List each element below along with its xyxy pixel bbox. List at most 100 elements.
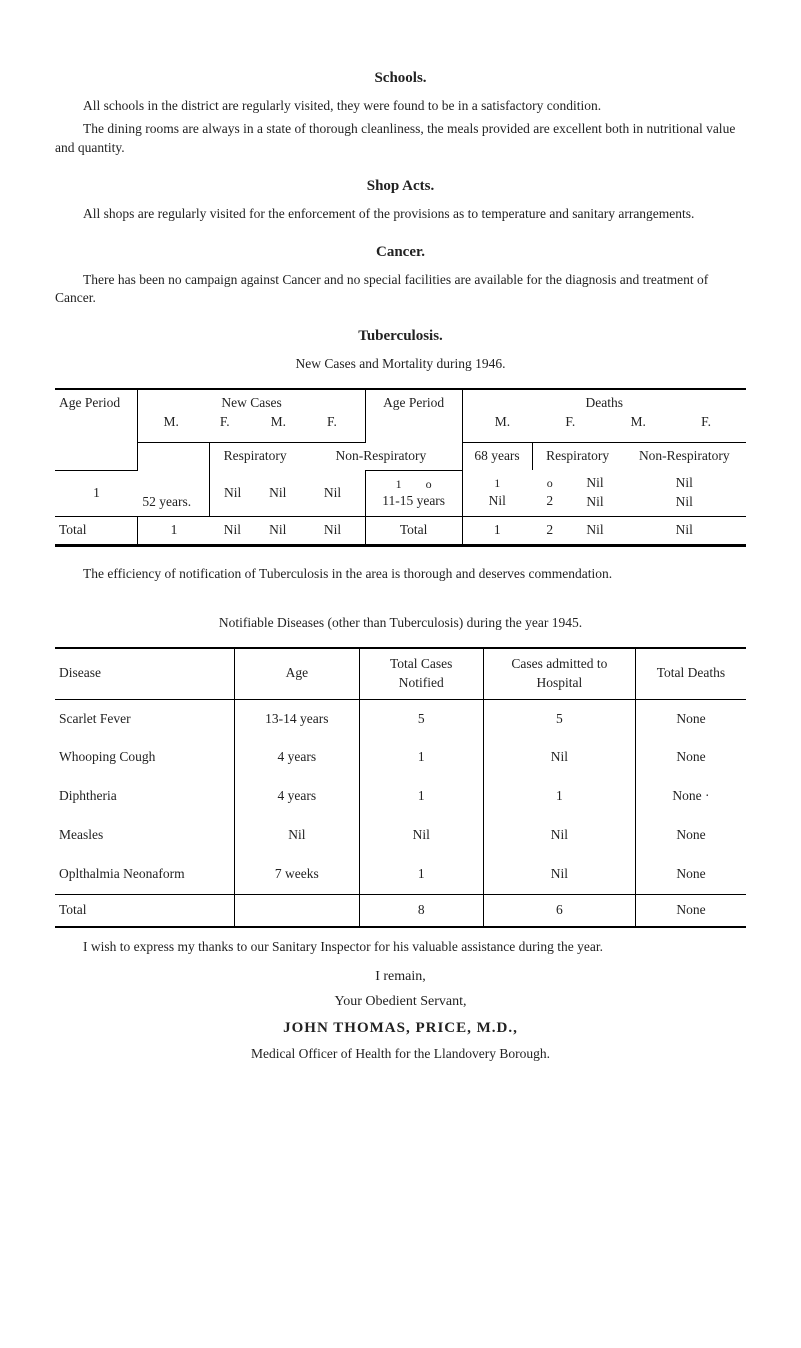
td-deaths: None bbox=[635, 738, 746, 777]
th-m3: M. bbox=[469, 413, 537, 432]
table-row: Diphtheria4 years11None · bbox=[55, 777, 746, 816]
td-total-cases: 5 bbox=[359, 699, 483, 738]
table-row: Scarlet Fever13-14 years55None bbox=[55, 699, 746, 738]
td-disease: Diphtheria bbox=[55, 777, 235, 816]
th-m2: M. bbox=[252, 413, 306, 432]
td-d-nonresp-f: Nil Nil bbox=[623, 470, 746, 516]
td-total-admitted: 6 bbox=[483, 894, 635, 926]
td-disease: Measles bbox=[55, 816, 235, 855]
closing-servant: Your Obedient Servant, bbox=[55, 992, 746, 1012]
td-total-d-nrm: Nil bbox=[567, 517, 622, 546]
td-total-deaths: None bbox=[635, 894, 746, 926]
td-total-nc-nrm: Nil bbox=[255, 517, 300, 546]
td-deaths: None bbox=[635, 855, 746, 894]
td-nc-nonresp-f: Nil bbox=[300, 470, 365, 516]
table-row: 52 years. Respiratory Non-Respiratory 68… bbox=[55, 442, 746, 470]
td-total-d-rm: 1 bbox=[462, 517, 532, 546]
td-1115-label: 11-15 years bbox=[382, 493, 445, 508]
td-deaths: None bbox=[635, 816, 746, 855]
notifiable-table: Disease Age Total Cases Notified Cases a… bbox=[55, 647, 746, 928]
td-nc-resp-m: 1 bbox=[55, 470, 138, 516]
th-deaths: Deaths M. F. M. F. bbox=[462, 389, 746, 442]
closing-signature: JOHN THOMAS, PRICE, M.D., bbox=[55, 1018, 746, 1039]
td-total-label: Total bbox=[55, 894, 235, 926]
td-total-nc-nrf: Nil bbox=[300, 517, 365, 546]
td-age: 13-14 years bbox=[235, 699, 359, 738]
td-o: o bbox=[426, 477, 432, 491]
table-row: Age Period New Cases M. F. M. F. Age Per… bbox=[55, 389, 746, 442]
td-age: Nil bbox=[235, 816, 359, 855]
td-68-years: 68 years bbox=[462, 442, 532, 470]
schools-p2: The dining rooms are always in a state o… bbox=[55, 120, 746, 158]
td-d-nonresp-m: Nil Nil bbox=[567, 470, 622, 516]
heading-schools: Schools. bbox=[55, 68, 746, 89]
td-total-nc-rm: 1 bbox=[138, 517, 210, 546]
td-empty bbox=[235, 894, 359, 926]
th-admitted: Cases admitted to Hospital bbox=[483, 648, 635, 699]
th-f2: F. bbox=[305, 413, 359, 432]
th-age: Age bbox=[235, 648, 359, 699]
th-f4: F. bbox=[672, 413, 740, 432]
heading-tb: Tuberculosis. bbox=[55, 326, 746, 347]
td-years-label: 52 years. bbox=[138, 442, 210, 516]
shop-acts-p1: All shops are regularly visited for the … bbox=[55, 205, 746, 224]
tb-note: The efficiency of notification of Tuberc… bbox=[55, 565, 746, 584]
th-m: M. bbox=[144, 413, 198, 432]
td-nonresp-label: Non-Respiratory bbox=[300, 442, 462, 470]
cancer-p1: There has been no campaign against Cance… bbox=[55, 271, 746, 309]
table-row: Total 1 Nil Nil Nil Total 1 2 Nil Nil bbox=[55, 517, 746, 546]
td-nc-nonresp-m: Nil bbox=[255, 470, 300, 516]
td-total-nc-rf: Nil bbox=[210, 517, 256, 546]
td-total-d-rf: 2 bbox=[532, 517, 567, 546]
td-total-label2: Total bbox=[365, 517, 462, 546]
td-age: 4 years bbox=[235, 738, 359, 777]
th-deaths-label: Deaths bbox=[586, 395, 624, 410]
td-1: 1 bbox=[396, 477, 402, 491]
table-row: Disease Age Total Cases Notified Cases a… bbox=[55, 648, 746, 699]
td-admitted: Nil bbox=[483, 855, 635, 894]
td-admitted: 5 bbox=[483, 699, 635, 738]
td-disease: Scarlet Fever bbox=[55, 699, 235, 738]
tb-subheading: New Cases and Mortality during 1946. bbox=[55, 355, 746, 374]
tb-table: Age Period New Cases M. F. M. F. Age Per… bbox=[55, 388, 746, 547]
td-deaths: None · bbox=[635, 777, 746, 816]
td-admitted: Nil bbox=[483, 816, 635, 855]
td-resp-label: Respiratory bbox=[210, 442, 301, 470]
td-admitted: Nil bbox=[483, 738, 635, 777]
schools-p1: All schools in the district are regularl… bbox=[55, 97, 746, 116]
th-total-cases: Total Cases Notified bbox=[359, 648, 483, 699]
td-d-nonresp-label: Non-Respiratory bbox=[623, 442, 746, 470]
td-deaths: None bbox=[635, 699, 746, 738]
td-total-label: Total bbox=[55, 517, 138, 546]
closing-p1: I wish to express my thanks to our Sanit… bbox=[55, 938, 746, 957]
heading-shop-acts: Shop Acts. bbox=[55, 176, 746, 197]
th-new-cases: New Cases M. F. M. F. bbox=[138, 389, 365, 442]
td-total-cases: Nil bbox=[359, 816, 483, 855]
th-deaths: Total Deaths bbox=[635, 648, 746, 699]
table-row: MeaslesNilNilNilNone bbox=[55, 816, 746, 855]
table-row: Total 8 6 None bbox=[55, 894, 746, 926]
td-age: 7 weeks bbox=[235, 855, 359, 894]
table-row: Whooping Cough4 years1NilNone bbox=[55, 738, 746, 777]
td-nc-resp-f: Nil bbox=[210, 470, 256, 516]
td-disease: Oplthalmia Neonaform bbox=[55, 855, 235, 894]
td-total-d-nrf: Nil bbox=[623, 517, 746, 546]
closing-block: I remain, Your Obedient Servant, JOHN TH… bbox=[55, 967, 746, 1064]
td-age: 4 years bbox=[235, 777, 359, 816]
th-age-period: Age Period bbox=[55, 389, 138, 470]
th-new-cases-label: New Cases bbox=[221, 395, 281, 410]
td-d-resp-m: 1 Nil bbox=[462, 470, 532, 516]
td-11-15-years: 1 o 11-15 years bbox=[365, 470, 462, 516]
td-total-cases: 8 bbox=[359, 894, 483, 926]
table-row: Oplthalmia Neonaform7 weeks1NilNone bbox=[55, 855, 746, 894]
td-disease: Whooping Cough bbox=[55, 738, 235, 777]
td-total-cases: 1 bbox=[359, 777, 483, 816]
td-d-resp-label: Respiratory bbox=[532, 442, 623, 470]
td-d-resp-f: o 2 bbox=[532, 470, 567, 516]
th-f3: F. bbox=[536, 413, 604, 432]
th-f: F. bbox=[198, 413, 252, 432]
td-total-cases: 1 bbox=[359, 738, 483, 777]
td-total-cases: 1 bbox=[359, 855, 483, 894]
heading-cancer: Cancer. bbox=[55, 242, 746, 263]
closing-remain: I remain, bbox=[55, 967, 746, 987]
